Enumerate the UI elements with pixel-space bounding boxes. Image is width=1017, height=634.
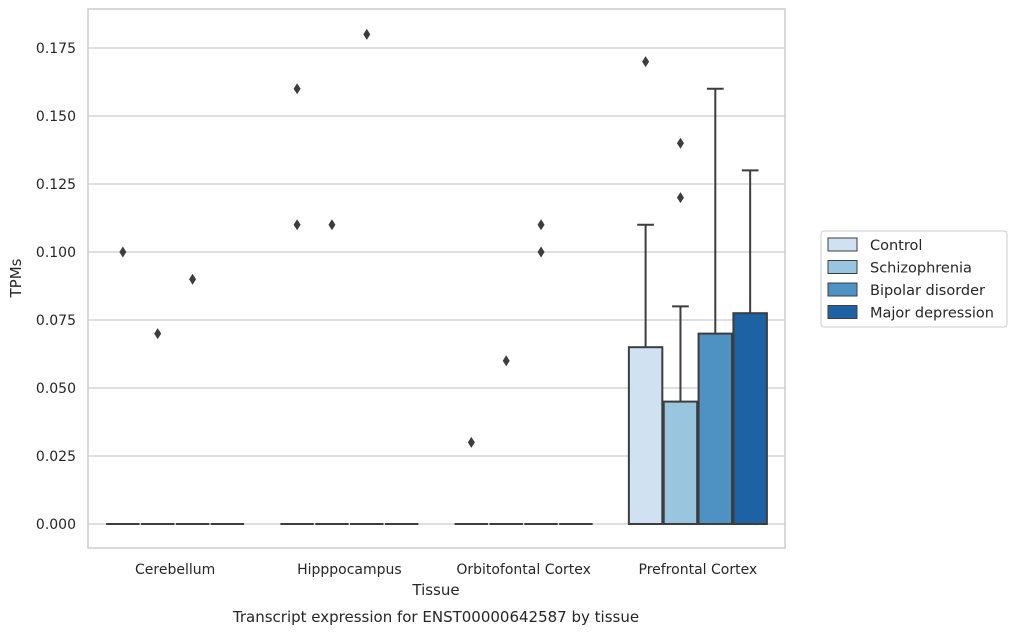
outlier-point: [467, 436, 475, 448]
y-axis-label: TPMs: [7, 258, 25, 298]
outlier-point: [537, 246, 545, 258]
legend-swatch: [827, 305, 858, 319]
chart-caption: Transcript expression for ENST0000064258…: [232, 608, 639, 626]
y-tick-label: 0.175: [36, 41, 76, 57]
outlier-point: [154, 328, 162, 340]
outlier-point: [293, 83, 301, 95]
outlier-point: [676, 192, 684, 204]
legend-swatch: [827, 260, 858, 274]
outlier-point: [537, 219, 545, 231]
x-axis-ticks: Cerebellum Hipppocampus Orbitofontal Corte…: [135, 562, 757, 578]
series-major-depression: [210, 169, 768, 526]
series-schizophrenia: [140, 137, 699, 526]
outlier-point: [293, 219, 301, 231]
legend-label: Major depression: [870, 306, 994, 322]
legend-swatch: [827, 237, 858, 252]
legend-label: Schizophrenia: [870, 261, 972, 277]
plot-area-frame: [87, 8, 786, 549]
y-tick-label: 0.025: [36, 449, 76, 465]
series-bipolar-disorder: [175, 28, 734, 525]
outlier-point: [363, 28, 371, 40]
legend: Control Schizophrenia Bipolar disorder Majo…: [820, 230, 1008, 328]
y-tick-label: 0.075: [36, 313, 76, 329]
box: [662, 400, 699, 526]
legend-items: Control Schizophrenia Bipolar disorder Majo…: [827, 237, 994, 322]
outlier-point: [502, 355, 510, 367]
box: [697, 332, 734, 525]
x-tick-label: Cerebellum: [135, 562, 215, 578]
outlier-point: [119, 246, 127, 258]
x-tick-label: Hipppocampus: [297, 562, 402, 578]
y-tick-label: 0.125: [36, 177, 76, 193]
outlier-point: [328, 219, 336, 231]
box-series: [106, 28, 768, 526]
legend-swatch: [827, 282, 858, 297]
grid-lines: [88, 47, 785, 525]
outlier-point: [676, 137, 684, 149]
box: [627, 346, 664, 526]
box: [732, 312, 768, 526]
y-tick-label: 0.050: [36, 381, 76, 397]
legend-label: Bipolar disorder: [870, 283, 985, 299]
x-axis-label: Tissue: [411, 581, 459, 599]
y-tick-label: 0.150: [36, 109, 76, 125]
x-tick-label: Orbitofontal Cortex: [456, 562, 591, 578]
x-tick-label: Prefrontal Cortex: [639, 562, 758, 578]
series-control: [106, 56, 664, 526]
legend-frame: [820, 230, 1008, 328]
outlier-point: [189, 273, 197, 285]
y-axis-ticks: 0.000 0.025 0.050 0.075 0.100 0.125 0.150 0.175: [36, 41, 76, 533]
legend-label: Control: [870, 238, 922, 254]
outlier-point: [642, 56, 650, 68]
y-tick-label: 0.000: [36, 517, 76, 533]
y-tick-label: 0.100: [36, 245, 76, 261]
